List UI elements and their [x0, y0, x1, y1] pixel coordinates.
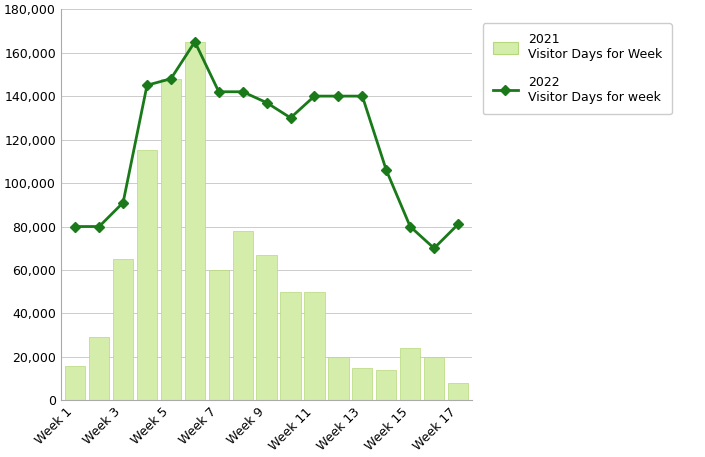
Bar: [185, 42, 205, 400]
Bar: [89, 337, 109, 400]
Bar: [400, 348, 420, 400]
Bar: [137, 150, 157, 400]
Bar: [352, 368, 372, 400]
Bar: [305, 292, 324, 400]
Bar: [233, 231, 253, 400]
Bar: [448, 383, 468, 400]
Bar: [281, 292, 301, 400]
Bar: [257, 255, 277, 400]
Bar: [65, 366, 85, 400]
Bar: [376, 370, 396, 400]
Bar: [113, 259, 133, 400]
Bar: [424, 357, 444, 400]
Bar: [209, 270, 229, 400]
Bar: [329, 357, 348, 400]
Bar: [161, 79, 181, 400]
Legend: 2021
Visitor Days for Week, 2022
Visitor Days for week: 2021 Visitor Days for Week, 2022 Visitor…: [483, 23, 672, 114]
